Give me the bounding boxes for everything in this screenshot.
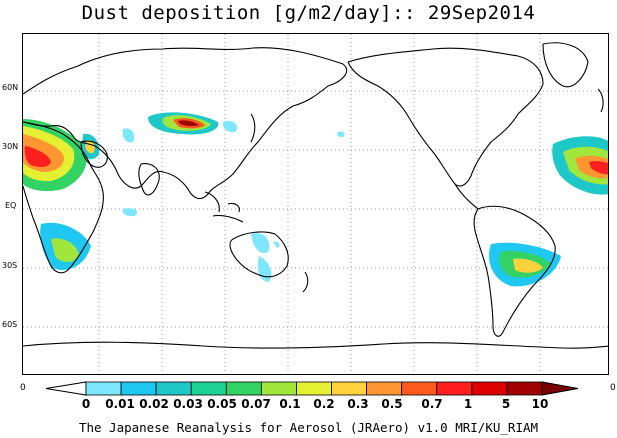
colorbar-label: 0.2 xyxy=(313,397,335,411)
map-canvas xyxy=(23,34,608,374)
colorbar-swatch xyxy=(120,381,157,396)
lat-label-60n: 60N xyxy=(2,83,19,92)
colorbar-swatch xyxy=(155,381,192,396)
colorbar-label: 0.03 xyxy=(173,397,203,411)
lat-label-30n: 30N xyxy=(2,142,19,151)
lat-label-60s: 60S xyxy=(2,320,18,329)
colorbar-swatch xyxy=(506,381,543,396)
colorbar-label: 0.07 xyxy=(241,397,271,411)
colorbar-label: 0.1 xyxy=(279,397,301,411)
lat-label-eq: EQ xyxy=(5,201,17,210)
colorbar-label: 0.05 xyxy=(207,397,237,411)
colorbar-swatch xyxy=(366,381,403,396)
colorbar-label: 0.01 xyxy=(105,397,135,411)
footer-credit: The Japanese Reanalysis for Aerosol (JRA… xyxy=(78,420,539,435)
colorbar-swatch xyxy=(225,381,262,396)
colorbar-label: 0 xyxy=(81,397,91,411)
colorbar-swatch xyxy=(471,381,508,396)
colorbar-swatch xyxy=(190,381,227,396)
colorbar-label: 0.7 xyxy=(421,397,443,411)
colorbar-swatch xyxy=(436,381,473,396)
colorbar-swatch xyxy=(260,381,297,396)
colorbar-swatch xyxy=(401,381,438,396)
colorbar-boxes xyxy=(45,381,579,396)
colorbar-swatch xyxy=(296,381,332,396)
colorbar xyxy=(45,381,579,396)
colorbar-label: 1 xyxy=(463,397,473,411)
lat-label-30s: 30S xyxy=(2,261,18,270)
colorbar-left-end: 0 xyxy=(20,383,26,393)
map-title: Dust deposition [g/m2/day]:: 29Sep2014 xyxy=(81,2,536,24)
graticule xyxy=(23,34,608,374)
colorbar-label: 0.3 xyxy=(347,397,369,411)
colorbar-label: 5 xyxy=(501,397,511,411)
coastlines xyxy=(23,42,608,349)
colorbar-label: 0.5 xyxy=(381,397,403,411)
colorbar-label: 10 xyxy=(531,397,549,411)
dust-deposition-field xyxy=(23,112,608,287)
world-map xyxy=(22,33,609,375)
colorbar-swatch xyxy=(331,381,368,396)
colorbar-right-end: 0 xyxy=(610,383,616,393)
colorbar-labels: 0 0.01 0.02 0.03 0.05 0.07 0.1 0.2 0.3 0… xyxy=(0,397,617,413)
colorbar-right-triangle xyxy=(541,381,579,396)
colorbar-left-triangle xyxy=(45,381,87,396)
colorbar-label: 0.02 xyxy=(139,397,169,411)
colorbar-swatch xyxy=(85,381,122,396)
